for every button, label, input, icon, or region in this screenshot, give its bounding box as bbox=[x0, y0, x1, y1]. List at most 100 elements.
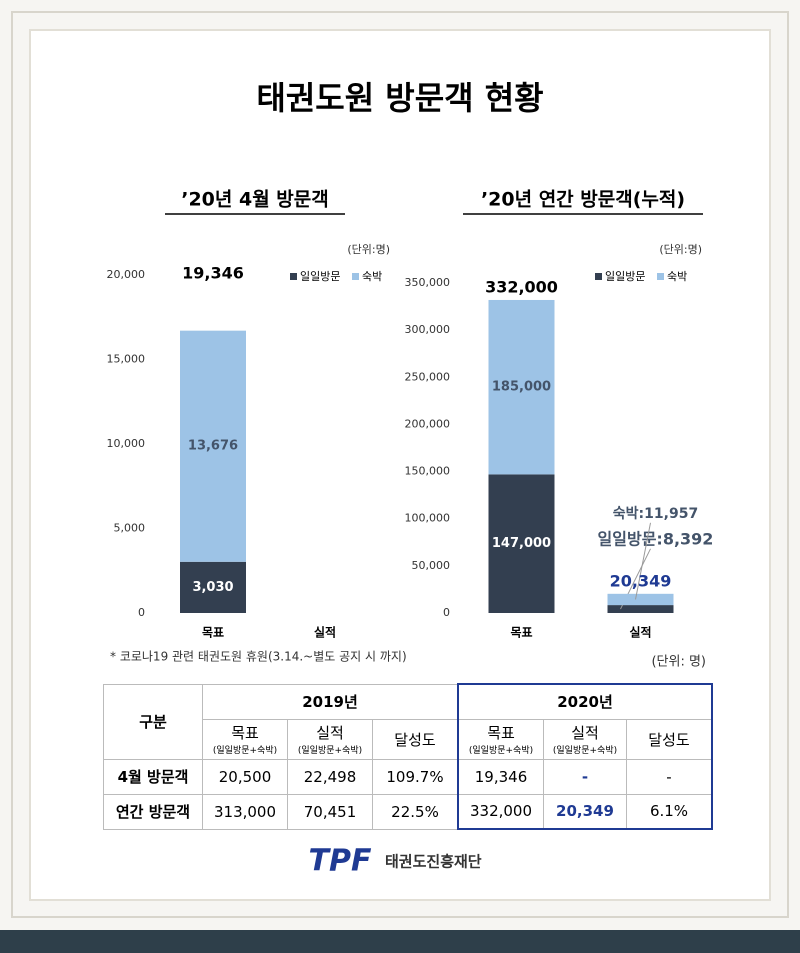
note: * 코로나19 관련 태권도원 휴원(3.14.~별도 공지 시 까지) bbox=[110, 650, 407, 664]
bottom-band bbox=[0, 930, 800, 953]
cell-text: 332,000 bbox=[469, 802, 533, 821]
column-subheader: (일일방문+숙박) bbox=[552, 746, 618, 756]
cell-text: 20,349 bbox=[556, 802, 614, 821]
column-header: 목표 (일일방문+숙박) bbox=[457, 718, 544, 760]
y-tick-label: 250,000 bbox=[405, 370, 451, 383]
bar-segment bbox=[488, 474, 555, 613]
table-unit: (단위: 명) bbox=[651, 655, 706, 670]
org-name: 태권도진흥재단 bbox=[385, 853, 482, 871]
table-cell: 19,346 bbox=[457, 758, 544, 795]
table-cell: 6.1% bbox=[626, 793, 713, 830]
y-tick-label: 20,000 bbox=[107, 268, 146, 281]
x-tick-label: 목표 bbox=[510, 626, 532, 640]
legend-swatch bbox=[290, 273, 297, 280]
group-header: 2019년 bbox=[202, 683, 459, 720]
y-tick-label: 150,000 bbox=[405, 465, 451, 478]
total-label: 20,349 bbox=[610, 571, 672, 590]
row-header: 4월 방문객 bbox=[103, 758, 203, 795]
bar-segment bbox=[488, 299, 555, 475]
cell-text: - bbox=[666, 767, 672, 786]
row-header: 연간 방문객 bbox=[103, 793, 203, 830]
callout-line bbox=[635, 522, 651, 600]
cell-text: 20,500 bbox=[218, 767, 272, 786]
legend-swatch bbox=[657, 273, 664, 280]
legend-label: 숙박 bbox=[667, 270, 687, 283]
cell-text: 달성도 bbox=[648, 730, 690, 749]
cell-text: 19,346 bbox=[474, 767, 528, 786]
chart-title: ’20년 4월 방문객 bbox=[181, 189, 329, 211]
cell-text: 구분 bbox=[139, 713, 167, 731]
x-tick-label: 목표 bbox=[202, 626, 224, 640]
cell-text: 313,000 bbox=[213, 802, 277, 821]
column-header: 실적 (일일방문+숙박) bbox=[287, 718, 373, 760]
cell-text: - bbox=[581, 767, 589, 786]
table-cell: 313,000 bbox=[202, 793, 288, 830]
column-header: 목표 (일일방문+숙박) bbox=[202, 718, 288, 760]
legend-label: 일일방문 bbox=[605, 269, 645, 283]
cell-text: 6.1% bbox=[649, 802, 689, 821]
bar-segment bbox=[607, 593, 674, 606]
cell-text: 4월 방문객 bbox=[117, 768, 189, 786]
cell-text: 109.7% bbox=[386, 767, 444, 786]
unit-label: (단위:명) bbox=[659, 243, 702, 256]
y-tick-label: 100,000 bbox=[405, 512, 451, 525]
frame bbox=[11, 11, 789, 918]
table-cell: 109.7% bbox=[372, 758, 459, 795]
y-tick-label: 15,000 bbox=[107, 353, 146, 366]
unit-label: (단위:명) bbox=[347, 243, 390, 256]
table-cell: 20,349 bbox=[543, 793, 627, 830]
cell-text: 22.5% bbox=[391, 802, 439, 821]
cell-text: 2019년 bbox=[302, 693, 358, 711]
legend-swatch bbox=[352, 273, 359, 280]
table-cell: - bbox=[626, 758, 713, 795]
table-cell: 22.5% bbox=[372, 793, 459, 830]
value-label: 13,676 bbox=[188, 439, 238, 454]
column-header: 실적 (일일방문+숙박) bbox=[543, 718, 627, 760]
value-label: 147,000 bbox=[492, 536, 551, 551]
column-subheader: (일일방문+숙박) bbox=[297, 746, 363, 756]
cell-text: 목표 bbox=[487, 724, 515, 742]
corner-header: 구분 bbox=[103, 683, 203, 760]
value-label: 3,030 bbox=[192, 580, 233, 595]
total-label: 19,346 bbox=[182, 264, 244, 283]
x-tick-label: 실적 bbox=[629, 625, 651, 640]
cell-text: 2020년 bbox=[557, 693, 613, 712]
bar-segment bbox=[180, 561, 246, 613]
column-header: 달성도 bbox=[626, 718, 713, 760]
page-title: 태권도원 방문객 현황 bbox=[256, 79, 543, 117]
y-tick-label: 0 bbox=[443, 606, 450, 619]
y-tick-label: 10,000 bbox=[107, 437, 146, 450]
cell-text: 22,498 bbox=[303, 767, 357, 786]
legend-swatch bbox=[595, 273, 602, 280]
y-tick-label: 50,000 bbox=[412, 559, 451, 572]
legend-label: 일일방문 bbox=[300, 269, 340, 283]
chart-title: ’20년 연간 방문객(누적) bbox=[481, 189, 685, 211]
table-cell: 22,498 bbox=[287, 758, 373, 795]
y-tick-label: 350,000 bbox=[405, 276, 451, 289]
cell-text: 70,451 bbox=[303, 802, 357, 821]
bar-segment bbox=[180, 330, 246, 562]
cell-text: 실적 bbox=[316, 724, 344, 742]
callout-label: 일일방문:8,392 bbox=[598, 529, 714, 548]
group-header: 2020년 bbox=[457, 683, 713, 720]
table-cell: 70,451 bbox=[287, 793, 373, 830]
y-tick-label: 300,000 bbox=[405, 323, 451, 336]
y-tick-label: 0 bbox=[138, 606, 145, 619]
column-subheader: (일일방문+숙박) bbox=[212, 746, 278, 756]
y-tick-label: 5,000 bbox=[114, 522, 146, 535]
cell-text: 달성도 bbox=[394, 730, 436, 749]
bar-segment bbox=[607, 605, 674, 613]
x-tick-label: 실적 bbox=[314, 625, 336, 640]
y-tick-label: 200,000 bbox=[405, 417, 451, 430]
table-cell: 332,000 bbox=[457, 793, 544, 830]
cell-text: 목표 bbox=[231, 724, 259, 742]
column-subheader: (일일방문+숙박) bbox=[468, 746, 534, 756]
table-cell: 20,500 bbox=[202, 758, 288, 795]
cell-text: 실적 bbox=[571, 724, 599, 742]
table-cell: - bbox=[543, 758, 627, 795]
cell-text: 연간 방문객 bbox=[115, 803, 191, 821]
value-label: 185,000 bbox=[492, 380, 551, 395]
legend-label: 숙박 bbox=[362, 270, 382, 283]
